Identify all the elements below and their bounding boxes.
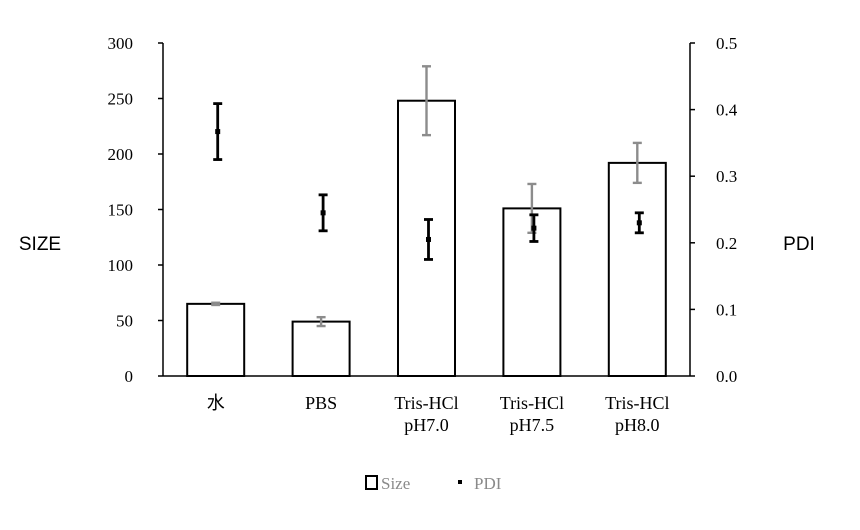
category-labels: 水 PBS Tris-HClpH7.0Tris-HClpH7.5Tris-HClpH… xyxy=(207,393,670,435)
size-error-bar xyxy=(316,315,326,328)
left-axis-ticks: 0 50 100 150 200 250 300 xyxy=(108,34,163,386)
size-bar xyxy=(607,161,667,377)
size-bar xyxy=(291,320,351,377)
category-label: pH8.0 xyxy=(615,415,660,435)
size-bar xyxy=(186,302,246,378)
y-left-tick-label: 200 xyxy=(108,145,134,164)
y-right-tick-label: 0.1 xyxy=(716,300,737,319)
pdi-point xyxy=(320,210,326,216)
category-label: Tris-HCl xyxy=(605,393,669,413)
y-left-tick-label: 150 xyxy=(108,201,134,220)
right-axis-ticks: 0.0 0.1 0.2 0.3 0.4 0.5 xyxy=(690,34,738,386)
category-label: Tris-HCl xyxy=(500,393,564,413)
category-label: pH7.0 xyxy=(404,415,449,435)
category-label: Tris-HCl xyxy=(394,393,458,413)
pdi-point xyxy=(531,225,537,231)
pdi-point xyxy=(426,236,431,242)
y-left-tick-label: 0 xyxy=(125,367,134,386)
y-left-tick-label: 300 xyxy=(108,34,134,53)
size-error-bars xyxy=(211,65,642,328)
legend-size-label: Size xyxy=(381,474,410,493)
size-error-bar xyxy=(632,141,642,185)
y-left-tick-label: 250 xyxy=(108,90,134,109)
y-axis-right-title: PDI xyxy=(783,234,815,255)
size-bar xyxy=(502,207,562,377)
category-label: pH7.5 xyxy=(510,415,555,435)
y-right-tick-label: 0.5 xyxy=(716,34,737,53)
y-right-tick-label: 0.0 xyxy=(716,367,737,386)
pdi-point xyxy=(215,129,221,135)
size-error-bar xyxy=(422,65,431,137)
y-right-tick-label: 0.2 xyxy=(716,234,737,253)
pdi-points xyxy=(213,102,644,261)
legend-pdi-swatch xyxy=(458,480,462,484)
category-label: 水 xyxy=(207,393,225,413)
size-error-bar xyxy=(211,301,221,307)
y-left-tick-label: 100 xyxy=(108,256,134,275)
pdi-point xyxy=(636,220,642,226)
y-axis-left-title: SIZE xyxy=(19,234,61,255)
y-right-tick-label: 0.3 xyxy=(716,167,737,186)
y-left-tick-label: 50 xyxy=(116,312,133,331)
legend: Size PDI xyxy=(365,474,502,493)
category-label: PBS xyxy=(305,393,337,413)
legend-size-swatch xyxy=(365,475,378,490)
y-right-tick-label: 0.4 xyxy=(716,101,738,120)
legend-pdi-label: PDI xyxy=(474,474,502,493)
